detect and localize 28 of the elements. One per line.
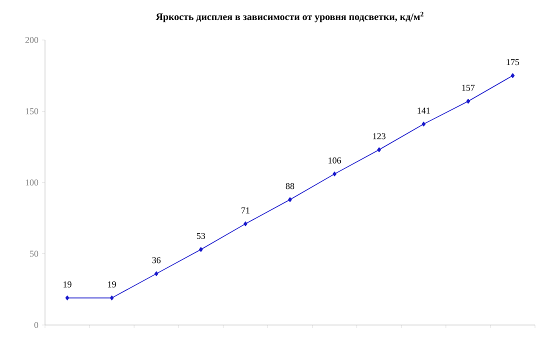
point (332, 172, 336, 176)
y-tick-label: 0 (34, 322, 38, 328)
data-label: 19 (64, 281, 72, 288)
point (288, 197, 292, 202)
y-tick-label: 100 (26, 179, 38, 186)
point (466, 98, 470, 104)
data-label: 19 (108, 281, 116, 288)
point (199, 247, 203, 252)
y-tick-label: 50 (30, 250, 38, 257)
data-label: 36 (152, 257, 161, 264)
data-label: 157 (462, 84, 475, 91)
data-label: 175 (506, 59, 520, 66)
point (510, 73, 515, 78)
data-label: 141 (418, 108, 430, 114)
data-label: 106 (328, 157, 342, 164)
data-label: 53 (196, 232, 206, 239)
point (244, 221, 248, 226)
chart-title: Яркость дисплея в зависимости от уровня подсветки, кд/м$^{2}$ (156, 12, 424, 22)
data-label: 123 (373, 133, 386, 140)
data-label: 71 (242, 207, 250, 214)
data-label: 88 (286, 183, 294, 190)
point (154, 271, 158, 276)
point (377, 147, 381, 152)
y-tick-label: 200 (25, 36, 38, 44)
point (422, 122, 426, 126)
point (110, 296, 114, 300)
y-tick-label: 150 (26, 108, 38, 114)
point (65, 296, 70, 300)
